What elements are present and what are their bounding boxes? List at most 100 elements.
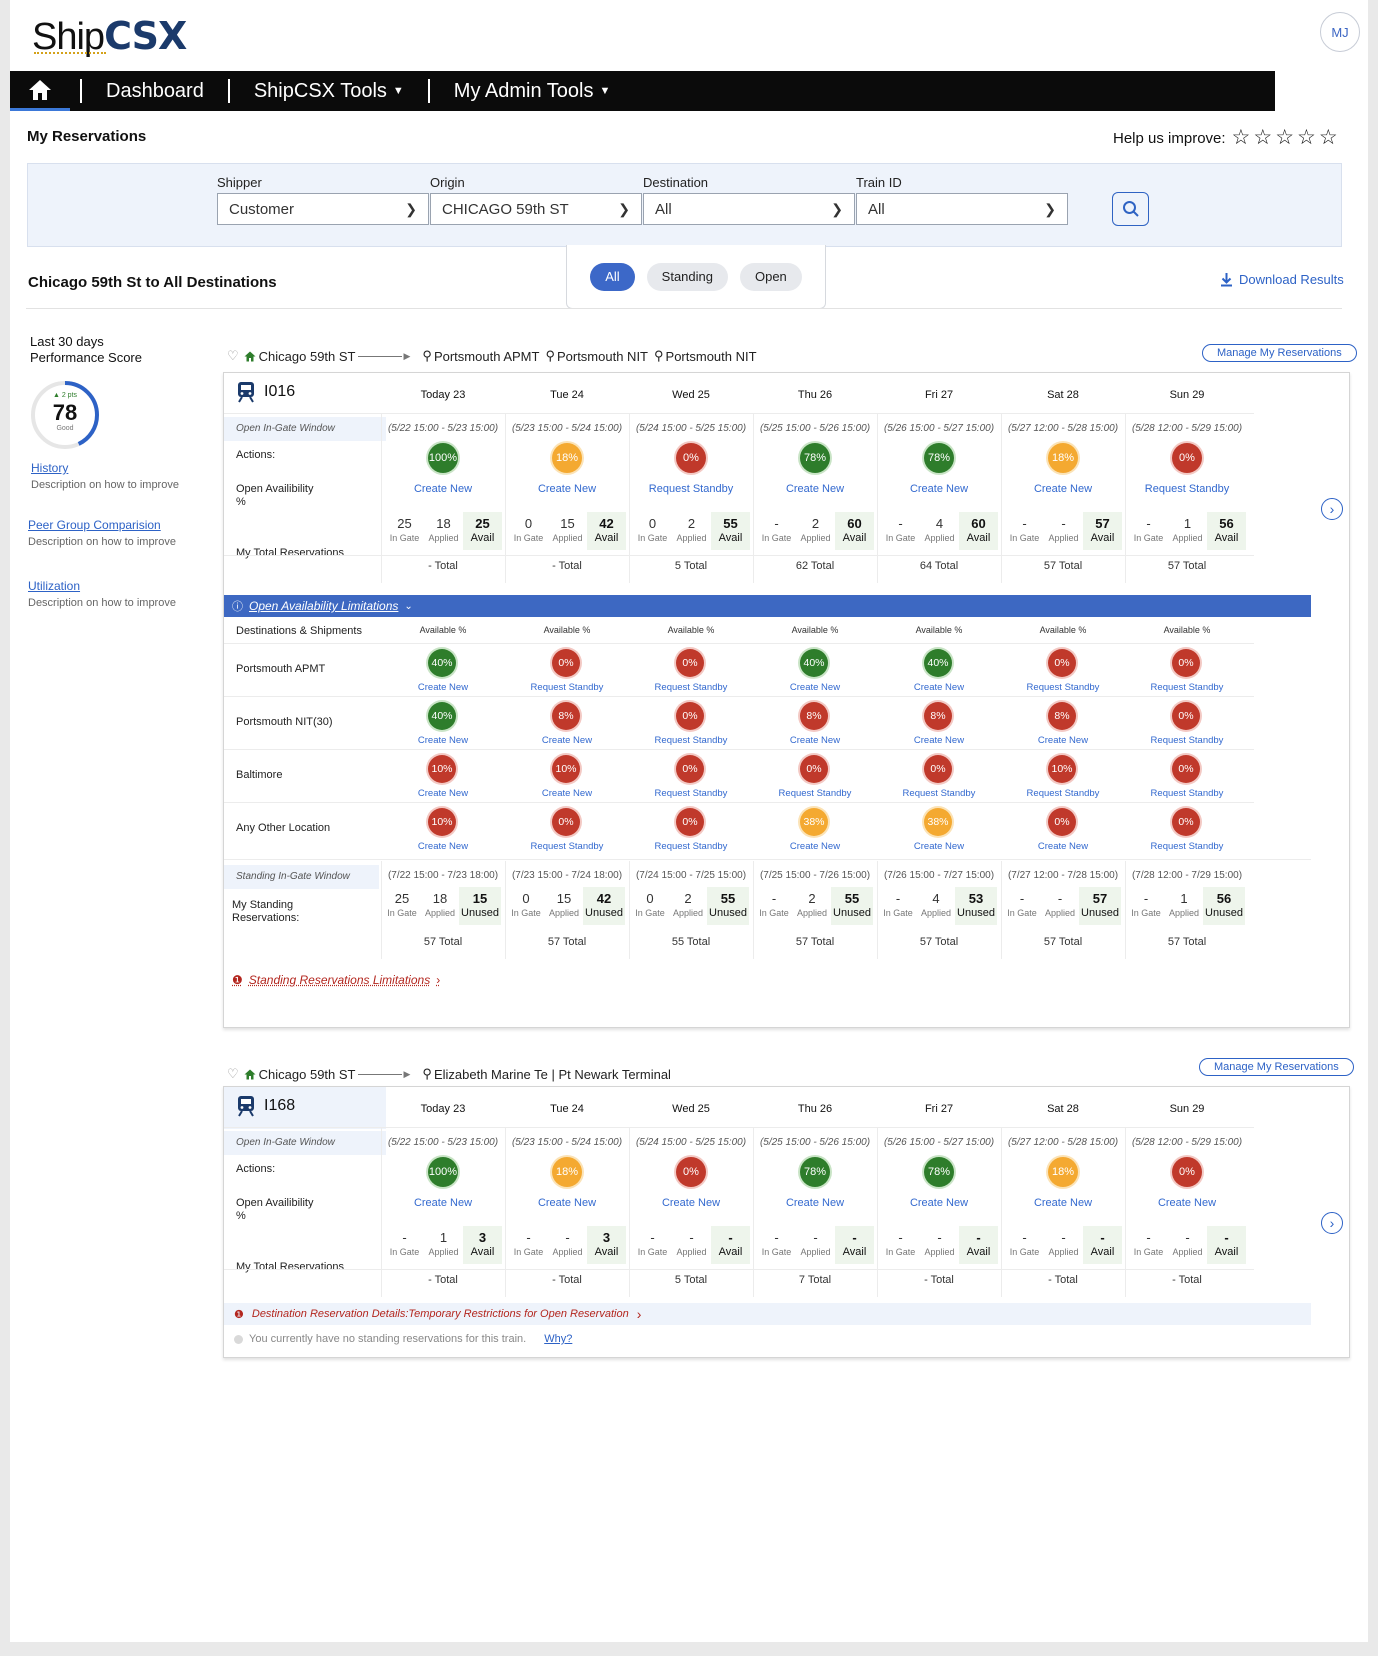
open-window-value: (5/23 15:00 - 5/24 15:00)	[511, 423, 623, 434]
destination-action-link[interactable]: Create New	[417, 788, 469, 799]
count-value: 1	[1180, 891, 1188, 906]
reservation-count: - Avail	[1207, 1226, 1246, 1264]
destination-action-link[interactable]: Create New	[913, 682, 965, 693]
destination-select[interactable]: All ❯	[643, 193, 855, 225]
shipper-select[interactable]: Customer ❯	[217, 193, 429, 225]
destination-action-link[interactable]: Create New	[789, 735, 841, 746]
manage-reservations-button[interactable]: Manage My Reservations	[1202, 344, 1357, 362]
action-link[interactable]: Create New	[1033, 483, 1093, 495]
destination-action-link[interactable]: Request Standby	[1026, 682, 1100, 693]
destination-name: Baltimore	[236, 769, 283, 781]
destination-action-link[interactable]: Create New	[417, 841, 469, 852]
destination-action-link[interactable]: Create New	[789, 682, 841, 693]
count-value: 55	[844, 891, 860, 906]
count-caption: Applied	[552, 1247, 583, 1257]
count-caption: Applied	[1044, 908, 1076, 918]
download-results-link[interactable]: Download Results	[1220, 272, 1344, 287]
reservation-count: - Applied	[1044, 1226, 1083, 1264]
destination-action-link[interactable]: Request Standby	[1150, 841, 1224, 852]
destination-action-link[interactable]: Request Standby	[654, 788, 728, 799]
destination-action-link[interactable]: Request Standby	[1026, 788, 1100, 799]
destination-action-link[interactable]: Request Standby	[530, 682, 604, 693]
destination-action-link[interactable]: Request Standby	[654, 841, 728, 852]
destination-availability-badge: 0%	[800, 755, 828, 783]
action-link[interactable]: Create New	[785, 483, 845, 495]
toggle-standing[interactable]: Standing	[646, 262, 728, 291]
home-button[interactable]	[10, 71, 70, 111]
history-link[interactable]: History	[31, 461, 69, 475]
action-link[interactable]: Create New	[537, 483, 597, 495]
next-week-button[interactable]: ›	[1321, 1212, 1343, 1234]
star-icon[interactable]: ☆	[1231, 126, 1251, 149]
action-link[interactable]: Create New	[413, 1197, 473, 1209]
origin-select[interactable]: CHICAGO 59th ST ❯	[430, 193, 642, 225]
utilization-link[interactable]: Utilization	[28, 579, 81, 593]
open-window-label: Open In-Gate Window	[224, 417, 386, 441]
destination-action-link[interactable]: Request Standby	[654, 682, 728, 693]
nav-dashboard[interactable]: Dashboard	[92, 80, 218, 103]
availability-badge: 18%	[1048, 443, 1078, 473]
count-caption: Unused	[833, 907, 871, 919]
search-button[interactable]	[1112, 192, 1149, 226]
destination-action-link[interactable]: Create New	[1037, 841, 1089, 852]
count-caption: Avail	[842, 532, 867, 544]
action-link[interactable]: Create New	[909, 483, 969, 495]
favorite-heart-icon[interactable]: ♡	[227, 348, 239, 363]
toggle-open[interactable]: Open	[739, 262, 802, 291]
destination-action-link[interactable]: Request Standby	[654, 735, 728, 746]
destination-action-link[interactable]: Create New	[1037, 735, 1089, 746]
action-link[interactable]: Create New	[1157, 1197, 1217, 1209]
destination-action-link[interactable]: Request Standby	[902, 788, 976, 799]
destination-action-link[interactable]: Request Standby	[778, 788, 852, 799]
destination-action-link[interactable]: Create New	[417, 735, 469, 746]
availability-badge: 18%	[552, 1157, 582, 1187]
manage-reservations-button[interactable]: Manage My Reservations	[1199, 1058, 1354, 1076]
destination-action-link[interactable]: Create New	[417, 682, 469, 693]
destination-action-link[interactable]: Create New	[789, 841, 841, 852]
action-link[interactable]: Create New	[909, 1197, 969, 1209]
train-id-select[interactable]: All ❯	[856, 193, 1068, 225]
standing-limitations-link[interactable]: ❶ Standing Reservations Limitations ›	[232, 973, 440, 987]
nav-shipcsx-tools[interactable]: ShipCSX Tools ▼	[240, 80, 418, 103]
action-link[interactable]: Create New	[413, 483, 473, 495]
action-link[interactable]: Create New	[785, 1197, 845, 1209]
toggle-all[interactable]: All	[590, 262, 635, 291]
day-header: Today 23	[420, 389, 466, 401]
avatar[interactable]: MJ	[1320, 12, 1360, 52]
restriction-banner[interactable]: ❶ Destination Reservation Details:Tempor…	[224, 1303, 1311, 1325]
action-link[interactable]: Request Standby	[648, 483, 734, 495]
star-icon[interactable]: ☆	[1253, 126, 1273, 149]
train-id: I168	[264, 1097, 296, 1114]
destination-action-link[interactable]: Create New	[913, 841, 965, 852]
action-link[interactable]: Create New	[1033, 1197, 1093, 1209]
destination-action-link[interactable]: Request Standby	[1150, 735, 1224, 746]
total-value: - Total	[428, 560, 458, 572]
action-link[interactable]: Request Standby	[1144, 483, 1230, 495]
next-week-button[interactable]: ›	[1321, 498, 1343, 520]
count-caption: Unused	[709, 907, 747, 919]
location-pin-icon: ⚲	[545, 348, 555, 363]
open-availability-limitations-band[interactable]: ⓘ Open Availability Limitations ⌄	[224, 595, 1311, 617]
destination-action-link[interactable]: Request Standby	[1150, 682, 1224, 693]
action-link[interactable]: Create New	[537, 1197, 597, 1209]
nav-admin-tools[interactable]: My Admin Tools ▼	[440, 80, 625, 103]
destination-action-link[interactable]: Create New	[913, 735, 965, 746]
count-caption: In Gate	[1009, 1247, 1040, 1257]
action-link[interactable]: Create New	[661, 1197, 721, 1209]
shipcsx-logo[interactable]: ShipCSX	[32, 14, 187, 58]
destination-availability-badge: 38%	[800, 808, 828, 836]
destination-action-link[interactable]: Request Standby	[530, 841, 604, 852]
destination-action-link[interactable]: Create New	[541, 735, 593, 746]
star-icon[interactable]: ☆	[1275, 126, 1295, 149]
standing-count: 0 In Gate	[507, 887, 545, 925]
count-caption: In Gate	[1009, 533, 1040, 543]
why-link[interactable]: Why?	[544, 1333, 573, 1345]
star-icon[interactable]: ☆	[1297, 126, 1316, 149]
destination-action-link[interactable]: Create New	[541, 788, 593, 799]
favorite-heart-icon[interactable]: ♡	[227, 1066, 239, 1081]
destination-action-link[interactable]: Request Standby	[1150, 788, 1224, 799]
star-icon[interactable]: ☆	[1318, 126, 1338, 149]
count-value: -	[1057, 891, 1063, 906]
peer-group-link[interactable]: Peer Group Comparision	[28, 518, 161, 532]
filter-destination: Destination All ❯	[643, 175, 855, 225]
